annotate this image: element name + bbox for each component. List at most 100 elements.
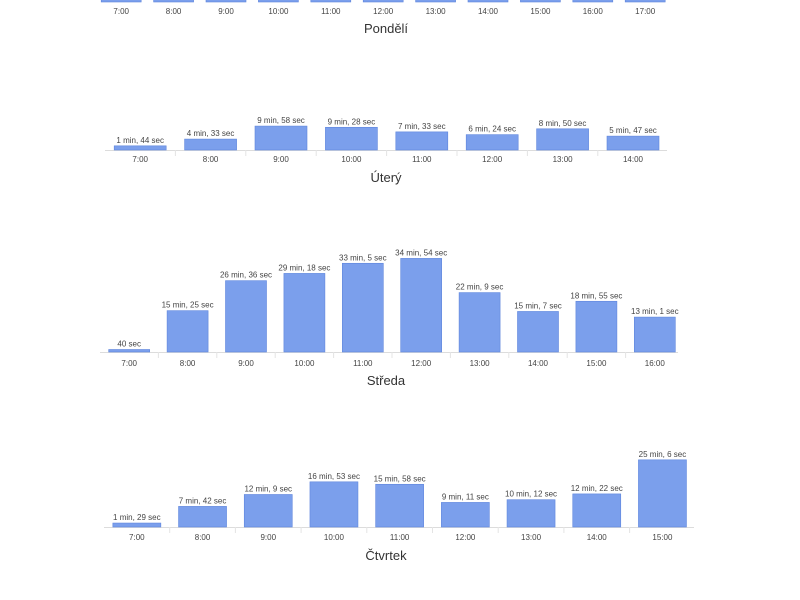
chart-0-bar — [258, 0, 299, 3]
chart-1-tick-label: 14:00 — [623, 155, 644, 164]
chart-2-tick-label: 8:00 — [180, 359, 196, 368]
chart-0-tick-label: 7:00 — [113, 7, 129, 16]
chart-3-bar — [112, 522, 162, 528]
chart-3-tick-label: 8:00 — [195, 533, 211, 542]
chart-2-bar — [341, 262, 384, 353]
chart-3-tick-label: 7:00 — [129, 533, 145, 542]
chart-1-data-label: 7 min, 33 sec — [398, 122, 446, 131]
chart-2-bar — [225, 280, 267, 353]
chart-2-data-label: 33 min, 5 sec — [339, 253, 387, 262]
chart-3-data-label: 25 min, 6 sec — [639, 450, 687, 459]
chart-2-bar — [283, 273, 326, 353]
chart-3-data-label: 7 min, 42 sec — [179, 496, 227, 505]
chart-3-data-label: 9 min, 11 sec — [442, 492, 489, 501]
chart-1-tick-label: 13:00 — [553, 155, 574, 164]
chart-3-bar — [638, 459, 687, 528]
chart-2-bar — [575, 300, 618, 353]
chart-0-tick-label: 8:00 — [166, 7, 182, 16]
chart-1-tick-label: 9:00 — [273, 155, 289, 164]
chart-3-data-label: 12 min, 9 sec — [244, 484, 292, 493]
chart-3-data-label: 12 min, 22 sec — [571, 484, 623, 493]
chart-0-bar — [362, 0, 404, 3]
chart-0-bar — [520, 0, 561, 3]
chart-0-bar — [415, 0, 456, 3]
chart-1-tick-label: 8:00 — [203, 155, 219, 164]
chart-2-data-label: 15 min, 25 sec — [162, 301, 214, 310]
chart-3-data-label: 10 min, 12 sec — [505, 490, 557, 499]
chart-2-title: Středa — [367, 373, 406, 388]
chart-1-bar — [395, 131, 449, 151]
chart-2-data-label: 40 sec — [117, 340, 141, 349]
chart-3-tick-label: 14:00 — [587, 533, 608, 542]
chart-3-title: Čtvrtek — [365, 548, 407, 563]
chart-1-bar — [465, 134, 519, 151]
chart-3-bar — [506, 499, 556, 528]
chart-3-bar — [243, 494, 293, 528]
chart-1-tick-label: 12:00 — [482, 155, 503, 164]
chart-3-bar — [375, 483, 424, 528]
chart-2-data-label: 26 min, 36 sec — [220, 271, 272, 280]
chart-1-data-label: 9 min, 28 sec — [328, 117, 376, 126]
chart-2-tick-label: 13:00 — [470, 359, 491, 368]
chart-0-bar — [624, 0, 666, 3]
chart-0-bar — [572, 0, 614, 3]
chart-1-bar — [536, 128, 589, 151]
chart-1-title: Úterý — [370, 170, 402, 185]
chart-0-bar — [467, 0, 509, 3]
chart-3-data-label: 1 min, 29 sec — [113, 513, 161, 522]
chart-1-data-label: 4 min, 33 sec — [187, 129, 235, 138]
chart-2-tick-label: 15:00 — [586, 359, 607, 368]
chart-1-tick-label: 11:00 — [412, 155, 432, 164]
chart-1-data-label: 8 min, 50 sec — [539, 119, 587, 128]
chart-2-bar — [108, 349, 150, 353]
chart-3-tick-label: 13:00 — [521, 533, 542, 542]
chart-2-tick-label: 9:00 — [238, 359, 254, 368]
chart-1-bar — [113, 145, 167, 151]
chart-3-bar — [178, 506, 227, 528]
chart-1-bar — [184, 138, 237, 151]
chart-2-bar — [458, 292, 501, 353]
chart-0-tick-label: 10:00 — [268, 7, 289, 16]
chart-0-bar — [100, 0, 142, 3]
chart-0-tick-label: 11:00 — [321, 7, 341, 16]
chart-2-tick-label: 11:00 — [353, 359, 373, 368]
chart-0-bar — [205, 0, 247, 3]
chart-3-bar — [441, 502, 490, 528]
chart-2-bar — [166, 310, 209, 353]
chart-1-tick-label: 7:00 — [132, 155, 148, 164]
chart-3-tick-label: 12:00 — [455, 533, 476, 542]
chart-2-tick-label: 14:00 — [528, 359, 549, 368]
chart-0-tick-label: 15:00 — [530, 7, 551, 16]
chart-1-data-label: 6 min, 24 sec — [468, 125, 516, 134]
chart-1-bar — [606, 135, 660, 151]
chart-2-data-label: 13 min, 1 sec — [631, 307, 679, 316]
chart-2-data-label: 29 min, 18 sec — [278, 263, 330, 272]
chart-2-tick-label: 12:00 — [411, 359, 432, 368]
chart-2-bar — [400, 258, 443, 353]
chart-0-tick-label: 9:00 — [218, 7, 234, 16]
chart-3-tick-label: 15:00 — [652, 533, 673, 542]
chart-0-bar — [153, 0, 194, 3]
chart-2-data-label: 15 min, 7 sec — [514, 301, 562, 310]
chart-1-data-label: 9 min, 58 sec — [257, 116, 305, 125]
chart-3-data-label: 15 min, 58 sec — [374, 474, 426, 483]
chart-0-bar — [310, 0, 352, 3]
chart-3-tick-label: 11:00 — [390, 533, 410, 542]
chart-2-data-label: 22 min, 9 sec — [456, 283, 504, 292]
chart-2-data-label: 18 min, 55 sec — [570, 291, 622, 300]
chart-0-tick-label: 14:00 — [478, 7, 499, 16]
chart-0-tick-label: 12:00 — [373, 7, 394, 16]
chart-1-bar — [254, 125, 308, 151]
chart-1-data-label: 5 min, 47 sec — [609, 126, 657, 135]
chart-3-tick-label: 10:00 — [324, 533, 345, 542]
chart-1-bar — [325, 126, 378, 151]
chart-3-tick-label: 9:00 — [260, 533, 276, 542]
chart-0-title: Pondělí — [364, 21, 408, 36]
chart-2-tick-label: 16:00 — [645, 359, 666, 368]
chart-0-tick-label: 13:00 — [426, 7, 447, 16]
chart-1-tick-label: 10:00 — [341, 155, 362, 164]
chart-0-tick-label: 17:00 — [635, 7, 656, 16]
chart-2-bar — [517, 311, 559, 353]
